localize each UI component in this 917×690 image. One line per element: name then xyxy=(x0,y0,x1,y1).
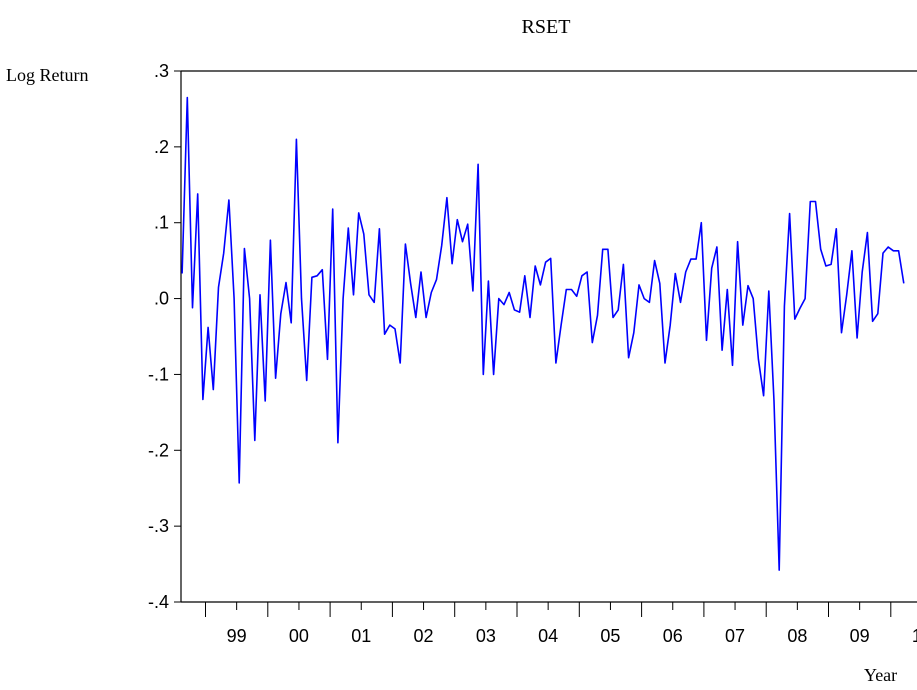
y-tick-label: .2 xyxy=(154,137,169,157)
x-tick-label: 07 xyxy=(725,626,745,646)
x-tick-label: 01 xyxy=(351,626,371,646)
y-tick-label: -.2 xyxy=(148,440,169,460)
y-tick-label: .0 xyxy=(154,289,169,309)
x-tick-label: 99 xyxy=(227,626,247,646)
y-tick-label: .3 xyxy=(154,61,169,81)
y-tick-label: -.4 xyxy=(148,592,169,612)
x-axis-label: Year xyxy=(864,665,897,685)
x-tick-label: 09 xyxy=(850,626,870,646)
x-tick-label: 05 xyxy=(600,626,620,646)
chart-title: RSET xyxy=(522,16,571,38)
x-tick-label: 00 xyxy=(289,626,309,646)
x-tick-label: 02 xyxy=(414,626,434,646)
y-tick-label: -.1 xyxy=(148,364,169,384)
x-tick-label: 03 xyxy=(476,626,496,646)
x-tick-label: 10 xyxy=(912,626,917,646)
x-tick-label: 08 xyxy=(787,626,807,646)
series-line-rset xyxy=(181,96,905,571)
y-axis-label: Log Return xyxy=(6,65,89,85)
axes xyxy=(174,70,917,617)
y-tick-label: -.3 xyxy=(148,516,169,536)
x-tick-label: 04 xyxy=(538,626,558,646)
tick-labels: .3 .2 .1 .0 -.1 -.2 -.3 -.4 99 00 01 02 03 04 05 06 07 08… xyxy=(148,61,917,646)
y-tick-label: .1 xyxy=(154,213,169,233)
x-tick-label: 06 xyxy=(663,626,683,646)
